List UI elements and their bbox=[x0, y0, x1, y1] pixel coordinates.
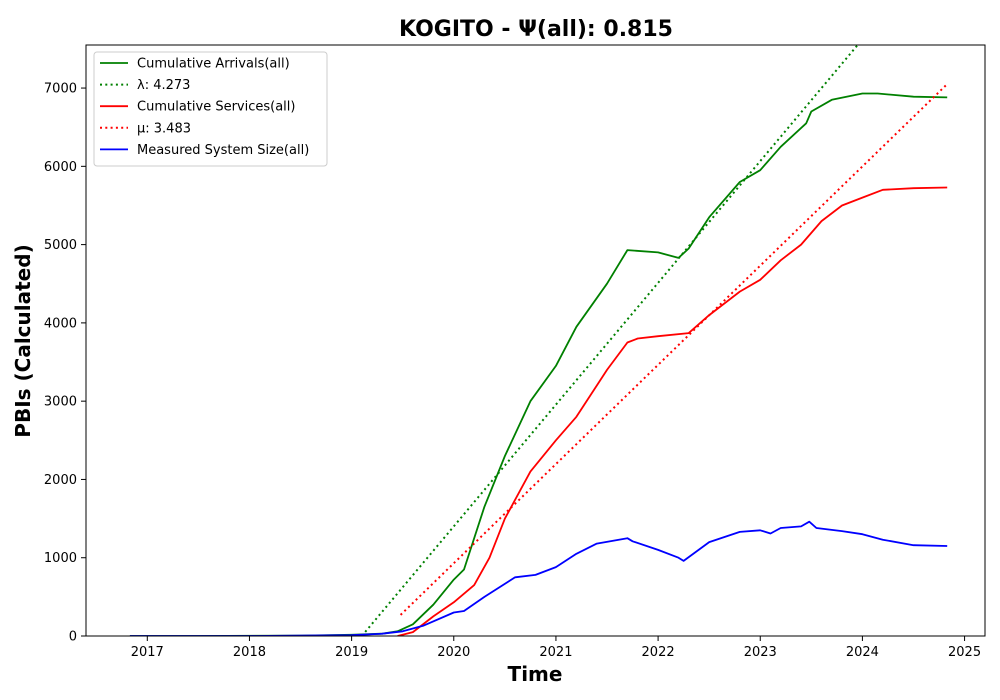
y-tick-label: 4000 bbox=[44, 316, 77, 331]
legend: Cumulative Arrivals(all) λ: 4.273 Cumulati… bbox=[94, 52, 327, 166]
y-tick-label: 2000 bbox=[44, 473, 77, 488]
x-tick-label: 2024 bbox=[846, 645, 879, 660]
legend-entry-label: λ: 4.273 bbox=[137, 78, 190, 93]
y-tick-label: 3000 bbox=[44, 395, 77, 410]
legend-entry-label: Measured System Size(all) bbox=[137, 143, 309, 158]
x-tick-label: 2022 bbox=[642, 645, 675, 660]
legend-entry-label: μ: 3.483 bbox=[137, 121, 191, 136]
legend-entry-label: Cumulative Services(all) bbox=[137, 100, 295, 115]
chart-title: KOGITO - Ψ(all): 0.815 bbox=[399, 17, 673, 42]
y-tick-label: 1000 bbox=[44, 551, 77, 566]
x-axis-label: Time bbox=[508, 662, 563, 686]
x-tick-label: 2021 bbox=[539, 645, 572, 660]
y-tick-label: 7000 bbox=[44, 82, 77, 97]
x-tick-label: 2018 bbox=[233, 645, 266, 660]
x-tick-label: 2019 bbox=[335, 645, 368, 660]
legend-entry-label: Cumulative Arrivals(all) bbox=[137, 57, 290, 72]
x-tick-label: 2017 bbox=[131, 645, 164, 660]
x-tick-label: 2020 bbox=[437, 645, 470, 660]
y-axis-label: PBIs (Calculated) bbox=[11, 244, 35, 437]
y-tick-label: 5000 bbox=[44, 238, 77, 253]
y-tick-label: 6000 bbox=[44, 160, 77, 175]
x-tick-label: 2023 bbox=[744, 645, 777, 660]
x-tick-label: 2025 bbox=[948, 645, 981, 660]
y-tick-label: 0 bbox=[69, 630, 77, 645]
